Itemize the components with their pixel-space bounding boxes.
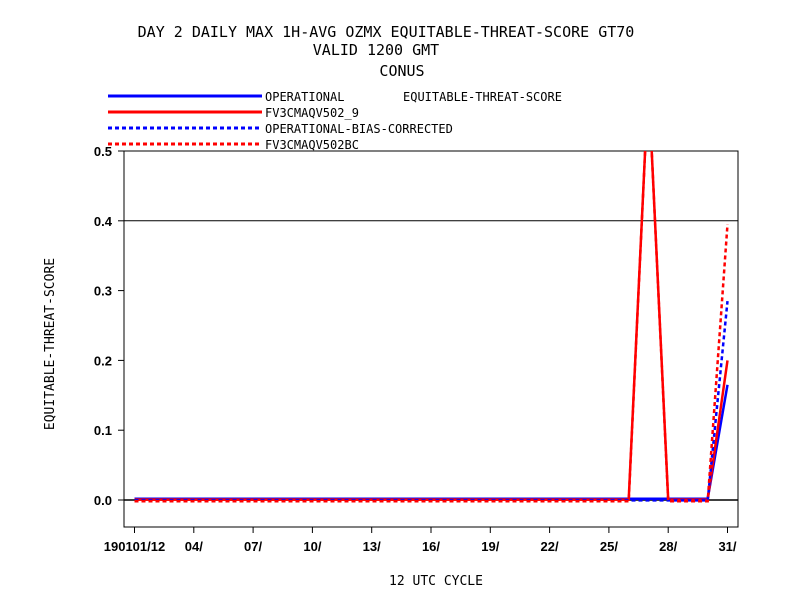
y-axis-ticks: 0.0 0.1 0.2 0.3 0.4 0.5 (94, 144, 124, 508)
series-line-fv3cmaqv502bc (134, 151, 729, 503)
x-tick-label: 13/ (363, 539, 381, 554)
reference-lines (124, 220, 738, 501)
x-tick-label: 190101/12 (104, 539, 165, 554)
chart-subtitle: VALID 1200 GMT (313, 41, 439, 59)
x-tick-label: 28/ (659, 539, 677, 554)
y-axis-label: EQUITABLE-THREAT-SCORE (43, 258, 58, 430)
y-tick-label: 0.5 (94, 144, 112, 159)
plot-frame (123, 150, 739, 528)
legend-label: FV3CMAQV502BC (265, 138, 359, 152)
x-tick-label: 10/ (303, 539, 321, 554)
x-tick-label: 19/ (481, 539, 499, 554)
y-tick-label: 0.3 (94, 284, 112, 299)
x-tick-label: 04/ (185, 539, 203, 554)
x-axis-label: 12 UTC CYCLE (389, 574, 483, 589)
x-axis-ticks: 190101/12 04/07/10/13/16/19/22/25/28/31/ (104, 527, 737, 554)
series-lines (134, 151, 729, 503)
legend-label: OPERATIONAL-BIAS-CORRECTED (265, 122, 453, 136)
legend: EQUITABLE-THREAT-SCORE OPERATIONAL FV3CMA… (108, 90, 562, 152)
series-line-operational-bias-corrected (134, 300, 729, 502)
y-tick-label: 0.2 (94, 353, 112, 368)
x-tick-label: 16/ (422, 539, 440, 554)
chart-title: DAY 2 DAILY MAX 1H-AVG OZMX EQUITABLE-TH… (138, 23, 635, 41)
x-tick-label: 07/ (244, 539, 262, 554)
legend-label: FV3CMAQV502_9 (265, 106, 359, 120)
legend-label: OPERATIONAL (265, 90, 344, 104)
y-tick-label: 0.0 (94, 493, 112, 508)
series-line-operational (134, 384, 729, 501)
legend-title: EQUITABLE-THREAT-SCORE (403, 90, 562, 104)
x-tick-label: 25/ (600, 539, 618, 554)
x-tick-label: 22/ (541, 539, 559, 554)
y-tick-label: 0.4 (94, 214, 113, 229)
x-tick-label: 31/ (718, 539, 736, 554)
y-tick-label: 0.1 (94, 423, 112, 438)
chart-region: CONUS (379, 62, 424, 80)
